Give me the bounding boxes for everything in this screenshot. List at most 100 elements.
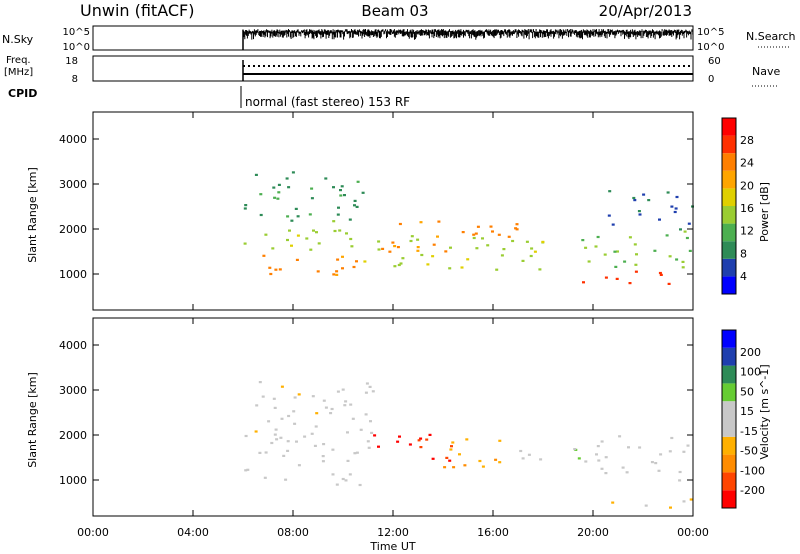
heatmap-cell (295, 440, 298, 443)
heatmap-cell (623, 260, 627, 263)
heatmap-cell (507, 235, 511, 238)
heatmap-cell (613, 250, 617, 253)
heatmap-cell (604, 456, 608, 459)
heatmap-cell (595, 453, 598, 456)
heatmap-cell (665, 234, 669, 237)
heatmap-cell (335, 273, 339, 276)
heatmap-cell (399, 262, 403, 265)
heatmap-cell (331, 448, 335, 451)
heatmap-cell (396, 440, 400, 443)
heatmap-cell (273, 406, 277, 409)
heatmap-cell (449, 246, 452, 249)
heatmap-cell (310, 187, 314, 190)
heatmap-cell (273, 196, 277, 199)
colorbar-swatch (722, 347, 736, 366)
heatmap-cell (294, 207, 298, 210)
velocity-panel-frame (92, 317, 694, 517)
heatmap-cell (296, 215, 300, 218)
heatmap-cell (408, 443, 412, 446)
heatmap-cell (681, 260, 685, 263)
heatmap-cell (355, 451, 359, 454)
heatmap-cell (255, 404, 259, 407)
heatmap-cell (538, 268, 542, 271)
heatmap-cell (353, 199, 357, 202)
heatmap-cell (625, 471, 629, 474)
heatmap-cell (272, 186, 276, 189)
heatmap-cell (657, 469, 661, 472)
heatmap-cell (420, 253, 424, 257)
heatmap-cell (491, 230, 494, 233)
heatmap-cell (489, 225, 493, 228)
heatmap-cell (476, 225, 480, 228)
heatmap-cell (336, 390, 340, 393)
heatmap-cell (668, 255, 672, 258)
heatmap-cell (355, 260, 358, 263)
heatmap-cell (335, 483, 339, 486)
heatmap-cell (370, 431, 374, 434)
heatmap-cell (669, 506, 672, 509)
colorbar-swatch (722, 118, 736, 136)
heatmap-cell (409, 239, 413, 243)
heatmap-cell (293, 422, 297, 425)
heatmap-cell (628, 236, 632, 239)
heatmap-cell (654, 462, 658, 465)
x-axis-label: Time UT (369, 540, 415, 553)
colorbar-tick-label: -100 (740, 464, 765, 477)
heatmap-cell (448, 459, 452, 462)
y-tick-label: 4000 (59, 133, 87, 146)
heatmap-cell (600, 440, 604, 443)
heatmap-cell (666, 191, 670, 194)
heatmap-cell (262, 254, 266, 257)
x-tick-label: 00:00 (677, 526, 709, 539)
heatmap-cell (332, 220, 336, 223)
heatmap-cell (313, 444, 317, 447)
heatmap-cell (275, 438, 279, 441)
x-tick-label: 04:00 (177, 526, 209, 539)
heatmap-cell (674, 207, 678, 210)
heatmap-cell (355, 205, 359, 208)
heatmap-cell (417, 439, 421, 442)
heatmap-cell (659, 453, 663, 456)
heatmap-cell (345, 232, 348, 235)
heatmap-cell (288, 229, 291, 232)
heatmap-cell (650, 461, 654, 464)
heatmap-cell (280, 385, 284, 388)
heatmap-cell (450, 445, 453, 448)
heatmap-cell (638, 446, 642, 449)
heatmap-cell (361, 191, 365, 194)
heatmap-cell (278, 268, 282, 271)
heatmap-cell (366, 440, 370, 443)
heatmap-cell (346, 459, 350, 462)
heatmap-cell (685, 236, 689, 240)
heatmap-cell (290, 244, 293, 247)
colorbar-tick-label: -50 (740, 445, 758, 458)
heatmap-cell (582, 281, 585, 284)
heatmap-cell (259, 213, 263, 217)
heatmap-cell (642, 193, 646, 196)
heatmap-cell (644, 504, 648, 507)
freq-tick-low: 8 (72, 74, 78, 85)
heatmap-cell (371, 390, 375, 393)
colorbar-swatch (722, 188, 736, 206)
heatmap-cell (321, 460, 325, 463)
heatmap-cell (449, 448, 453, 451)
x-tick-label: 12:00 (377, 526, 409, 539)
heatmap-cell (673, 210, 677, 214)
colorbar-tick-label: 200 (740, 346, 761, 359)
heatmap-cell (264, 451, 268, 454)
power-colorbar: 28 24 20 16 12 8 4 (721, 117, 754, 295)
heatmap-cell (332, 186, 335, 189)
heatmap-cell (274, 268, 278, 271)
heatmap-cell (322, 399, 326, 402)
heatmap-cell (291, 171, 295, 174)
heatmap-cell (340, 185, 344, 188)
heatmap-cell (344, 479, 348, 482)
heatmap-cell (658, 271, 662, 275)
heatmap-cell (611, 501, 615, 504)
heatmap-cell (416, 246, 420, 249)
y-tick-label: 3000 (59, 384, 87, 397)
heatmap-cell (308, 213, 312, 216)
heatmap-cell (329, 412, 333, 415)
nsky-panel (92, 25, 694, 51)
heatmap-cell (373, 434, 377, 437)
